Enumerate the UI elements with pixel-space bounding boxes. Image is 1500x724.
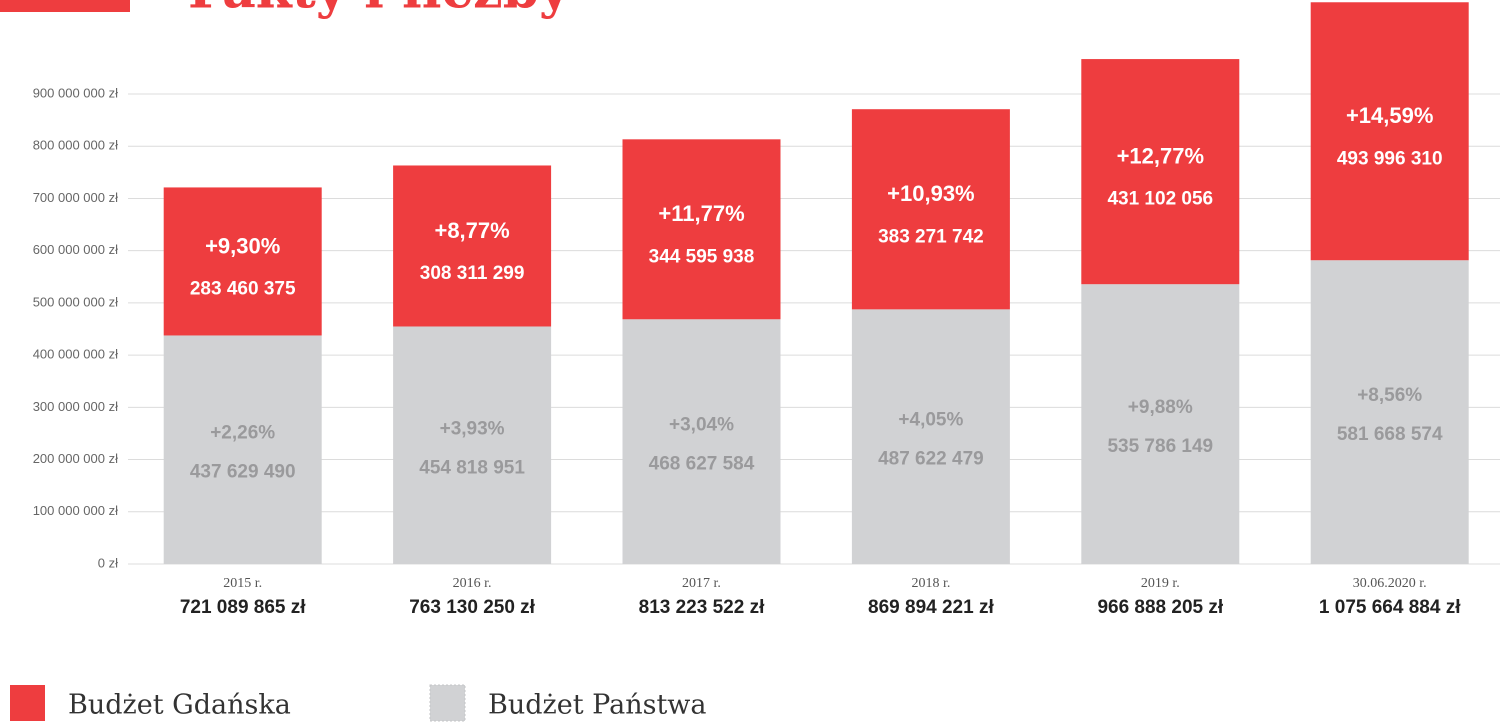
value-label: 487 622 479 xyxy=(878,449,984,470)
value-label: 437 629 490 xyxy=(190,462,296,483)
y-tick-label: 900 000 000 zł xyxy=(33,85,118,100)
value-label: 468 627 584 xyxy=(649,454,755,475)
value-label: 383 271 742 xyxy=(878,226,984,247)
bar-segment xyxy=(163,335,322,564)
y-tick-label: 100 000 000 zł xyxy=(33,503,118,518)
legend-swatch xyxy=(10,685,45,721)
y-tick-label: 800 000 000 zł xyxy=(33,138,118,153)
x-tick-label: 2016 r. xyxy=(453,576,492,591)
bar-segment xyxy=(851,109,1010,310)
value-label: 535 786 149 xyxy=(1107,436,1213,457)
value-label: 431 102 056 xyxy=(1107,189,1213,210)
y-tick-label: 0 zł xyxy=(98,555,118,570)
total-label: 1 075 664 884 zł xyxy=(1319,597,1461,618)
x-tick-label: 2017 r. xyxy=(682,576,721,591)
total-label: 721 089 865 zł xyxy=(180,597,306,618)
growth-label: +3,93% xyxy=(440,418,505,439)
growth-label: +12,77% xyxy=(1117,143,1204,168)
bar-segment xyxy=(1310,2,1469,261)
y-tick-label: 200 000 000 zł xyxy=(33,451,118,466)
value-label: 454 818 951 xyxy=(419,457,525,478)
bar-segment xyxy=(622,319,781,564)
value-label: 283 460 375 xyxy=(190,278,296,299)
total-label: 966 888 205 zł xyxy=(1097,597,1223,618)
bar-segment xyxy=(622,139,781,320)
growth-label: +8,77% xyxy=(434,218,509,243)
bar-segment xyxy=(163,187,322,336)
growth-label: +4,05% xyxy=(898,410,963,431)
growth-label: +9,88% xyxy=(1128,397,1193,418)
growth-label: +8,56% xyxy=(1357,385,1422,406)
y-tick-label: 500 000 000 zł xyxy=(33,294,118,309)
growth-label: +11,77% xyxy=(658,201,744,226)
legend-swatch xyxy=(429,684,466,722)
bar-segment xyxy=(1310,260,1469,564)
growth-label: +9,30% xyxy=(205,233,280,258)
x-tick-label: 2015 r. xyxy=(223,576,262,591)
bar-segment xyxy=(393,326,552,564)
total-label: 869 894 221 zł xyxy=(868,597,994,618)
total-label: 763 130 250 zł xyxy=(409,597,535,618)
growth-label: +3,04% xyxy=(669,415,734,436)
y-tick-label: 700 000 000 zł xyxy=(33,190,118,205)
legend-label: Budżet Państwa xyxy=(488,690,707,721)
growth-label: +14,59% xyxy=(1346,103,1433,128)
y-tick-label: 400 000 000 zł xyxy=(33,347,118,362)
y-tick-label: 600 000 000 zł xyxy=(33,242,118,257)
bar-segment xyxy=(1081,284,1240,564)
x-tick-label: 2019 r. xyxy=(1141,576,1180,591)
bar-segment xyxy=(1081,59,1240,285)
value-label: 581 668 574 xyxy=(1337,424,1443,445)
growth-label: +2,26% xyxy=(210,423,275,444)
value-label: 308 311 299 xyxy=(420,263,525,284)
total-label: 813 223 522 zł xyxy=(639,597,765,618)
bar-segment xyxy=(393,165,552,327)
bar-segment xyxy=(851,309,1010,564)
x-tick-label: 30.06.2020 r. xyxy=(1353,576,1427,591)
chart-title: Fakty i liczby xyxy=(188,0,571,21)
growth-label: +10,93% xyxy=(887,181,974,206)
x-tick-label: 2018 r. xyxy=(911,576,950,591)
legend-label: Budżet Gdańska xyxy=(68,690,291,721)
title-accent xyxy=(0,0,130,12)
value-label: 344 595 938 xyxy=(649,246,755,267)
y-tick-label: 300 000 000 zł xyxy=(33,399,118,414)
value-label: 493 996 310 xyxy=(1337,148,1443,169)
